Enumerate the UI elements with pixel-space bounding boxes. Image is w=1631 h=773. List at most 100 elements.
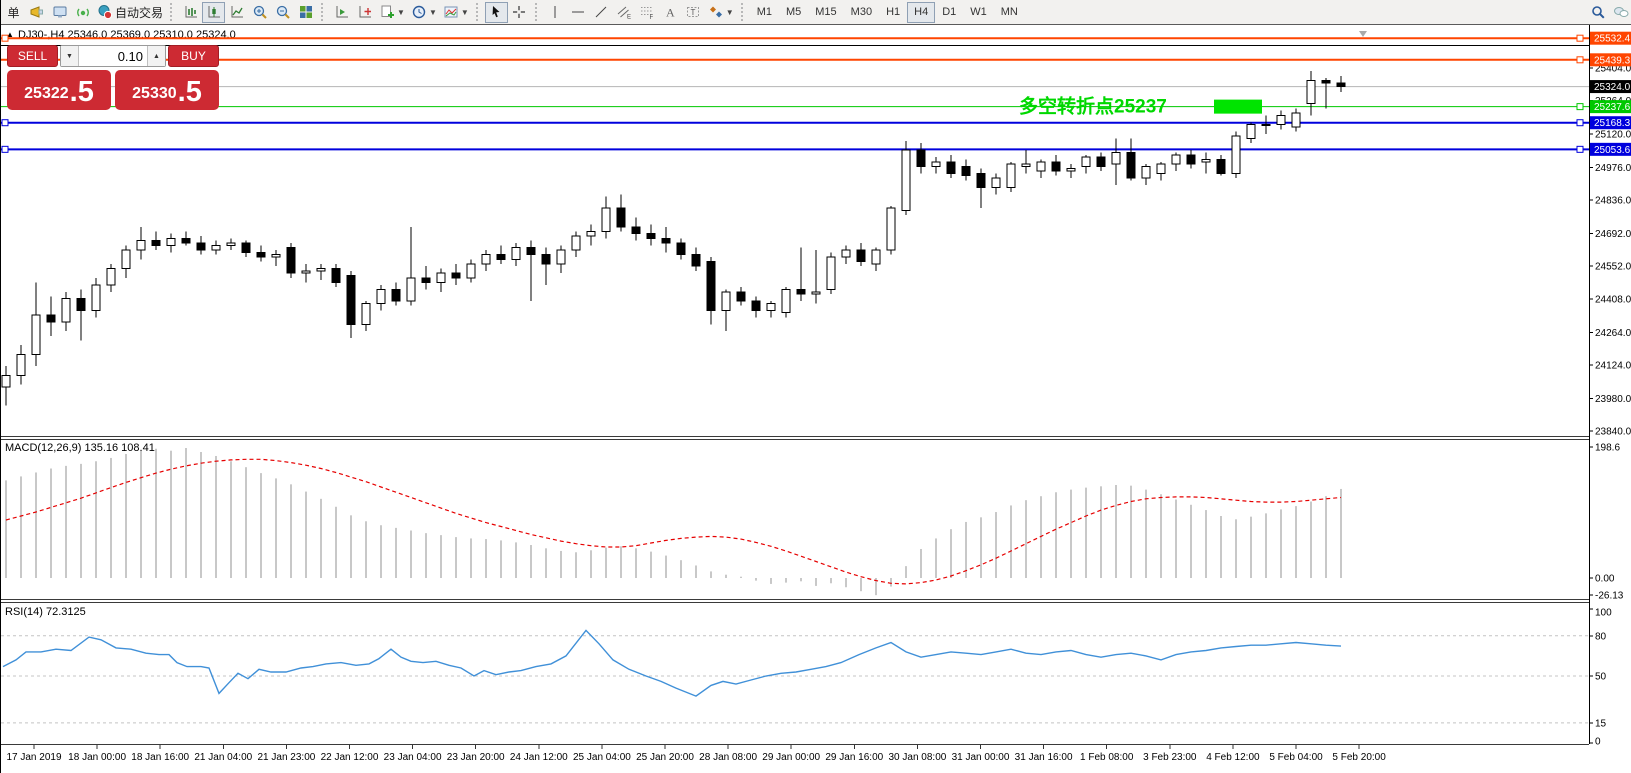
chevron-down-icon[interactable]: ▼ [725, 7, 734, 17]
svg-text:▲: ▲ [6, 30, 14, 39]
tf-m1-button-label: M1 [756, 6, 772, 18]
chevron-down-icon[interactable]: ▼ [428, 7, 437, 17]
svg-text:31 Jan 16:00: 31 Jan 16:00 [1015, 752, 1073, 763]
tile-icon [298, 4, 314, 20]
horizontal-line-button[interactable] [567, 2, 590, 23]
svg-text:24124.0: 24124.0 [1595, 361, 1631, 372]
new-chart-button[interactable]: ▼ [376, 2, 408, 23]
text-label-button[interactable]: T [682, 2, 705, 23]
volume-stepper: ▼ ▲ [60, 45, 166, 67]
annotation-box[interactable] [1214, 99, 1262, 114]
auto-scroll-button[interactable] [330, 2, 353, 23]
tf-m5-button[interactable]: M5 [779, 2, 808, 23]
sell-button[interactable]: SELL [7, 45, 58, 67]
rsi-line [2, 629, 1342, 697]
svg-text:4 Feb 12:00: 4 Feb 12:00 [1206, 752, 1260, 763]
text-button[interactable]: A [659, 2, 682, 23]
rsi-pane: RSI(14) 72.3125 100 80 50 15 0 [1, 606, 1612, 748]
indicators-button[interactable]: ▼ [440, 2, 472, 23]
tf-mn-button[interactable]: MN [994, 2, 1025, 23]
price-level-badge: 25237.6 [1590, 100, 1631, 114]
volume-increase-button[interactable]: ▲ [148, 46, 165, 66]
chart-shift-button[interactable] [353, 2, 376, 23]
periods-button[interactable]: ▼ [408, 2, 440, 23]
svg-text:17 Jan 2019: 17 Jan 2019 [6, 752, 61, 763]
new-order-button[interactable]: 单 [2, 2, 25, 23]
trendline-button[interactable] [590, 2, 613, 23]
arrows-button[interactable]: ▼ [705, 2, 737, 23]
autotrading-icon [97, 4, 113, 20]
zoom-out-button[interactable] [271, 2, 294, 23]
volume-input[interactable] [78, 46, 148, 66]
buy-price-int: 25330 [132, 85, 177, 102]
tf-h1-button[interactable]: H1 [879, 2, 907, 23]
vertical-line-button[interactable] [544, 2, 567, 23]
horizontal-line[interactable] [1, 56, 1589, 64]
chevron-down-icon[interactable]: ▼ [397, 7, 405, 17]
sell-price-int: 25322 [24, 85, 69, 102]
horizontal-line[interactable] [1, 34, 1589, 42]
svg-text:18 Jan 16:00: 18 Jan 16:00 [131, 752, 189, 763]
buy-button[interactable]: BUY [168, 45, 219, 67]
newchart-icon [379, 4, 395, 20]
svg-text:25532.4: 25532.4 [1594, 34, 1631, 45]
mailbox-icon[interactable] [48, 2, 71, 23]
monitor-icon [52, 4, 68, 20]
tf-w1-button[interactable]: W1 [963, 2, 994, 23]
tf-m1-button[interactable]: M1 [750, 2, 779, 23]
svg-text:198.6: 198.6 [1595, 442, 1620, 453]
tf-m30-button[interactable]: M30 [844, 2, 879, 23]
cursor-button[interactable] [484, 1, 508, 23]
toolbar-separator [534, 3, 540, 21]
buy-price-display[interactable]: 25330 .5 [115, 70, 219, 110]
chevron-down-icon[interactable]: ▼ [460, 7, 469, 17]
svg-text:15: 15 [1595, 718, 1607, 729]
sell-price-display[interactable]: 25322 .5 [7, 70, 111, 110]
scroll-marker-icon[interactable] [1359, 31, 1367, 37]
svg-text:23 Jan 20:00: 23 Jan 20:00 [447, 752, 505, 763]
price-axis[interactable]: 25404.0 25264.0 25120.0 24976.0 24836.0 24692… [1589, 64, 1631, 438]
svg-text:25168.3: 25168.3 [1594, 118, 1631, 129]
crosshair-button[interactable] [508, 2, 531, 23]
svg-text:0.00: 0.00 [1595, 574, 1615, 585]
tf-h4-button-label: H4 [914, 6, 929, 18]
textT-icon: T [685, 4, 701, 20]
search-button[interactable] [1586, 2, 1609, 23]
search-icon [1590, 4, 1606, 20]
volume-decrease-button[interactable]: ▼ [61, 46, 78, 66]
signals-icon[interactable] [71, 2, 94, 23]
barchart-icon [183, 4, 199, 20]
crosshair-icon [511, 4, 527, 20]
tf-m15-button[interactable]: M15 [808, 2, 843, 23]
tf-h4-button[interactable]: H4 [907, 1, 936, 23]
svg-text:3 Feb 23:00: 3 Feb 23:00 [1143, 752, 1197, 763]
tile-windows-button[interactable] [294, 2, 317, 23]
svg-text:23980.0: 23980.0 [1595, 394, 1631, 405]
bar-chart-button[interactable] [179, 2, 202, 23]
svg-text:21 Jan 23:00: 21 Jan 23:00 [257, 752, 315, 763]
megaphone-icon[interactable] [25, 2, 48, 23]
fibonacci-button[interactable]: F [636, 2, 659, 23]
zoomin-icon [252, 4, 268, 20]
indicators-icon [443, 4, 459, 20]
svg-text:29 Jan 16:00: 29 Jan 16:00 [825, 752, 883, 763]
horizontal-line[interactable] [1, 103, 1589, 111]
channel-button[interactable]: E [613, 2, 636, 23]
horizontal-line[interactable] [1, 145, 1589, 153]
chat-button[interactable] [1609, 2, 1631, 23]
svg-text:24836.0: 24836.0 [1595, 195, 1631, 206]
candlestick-chart-button[interactable] [202, 1, 226, 23]
svg-text:28 Jan 08:00: 28 Jan 08:00 [699, 752, 757, 763]
svg-text:F: F [650, 15, 654, 20]
tf-d1-button[interactable]: D1 [935, 2, 963, 23]
annotation-text[interactable]: 多空转折点25237 [1019, 95, 1167, 118]
svg-text:24692.0: 24692.0 [1595, 229, 1631, 240]
horizontal-line[interactable] [1, 119, 1589, 127]
time-axis[interactable]: 17 Jan 2019 18 Jan 00:00 18 Jan 16:00 21 Ja… [6, 745, 1386, 763]
zoom-in-button[interactable] [248, 2, 271, 23]
svg-text:25053.6: 25053.6 [1594, 145, 1631, 156]
line-chart-button[interactable] [225, 2, 248, 23]
autotrading-button[interactable]: 自动交易 [94, 2, 166, 23]
signal-icon [75, 4, 91, 20]
